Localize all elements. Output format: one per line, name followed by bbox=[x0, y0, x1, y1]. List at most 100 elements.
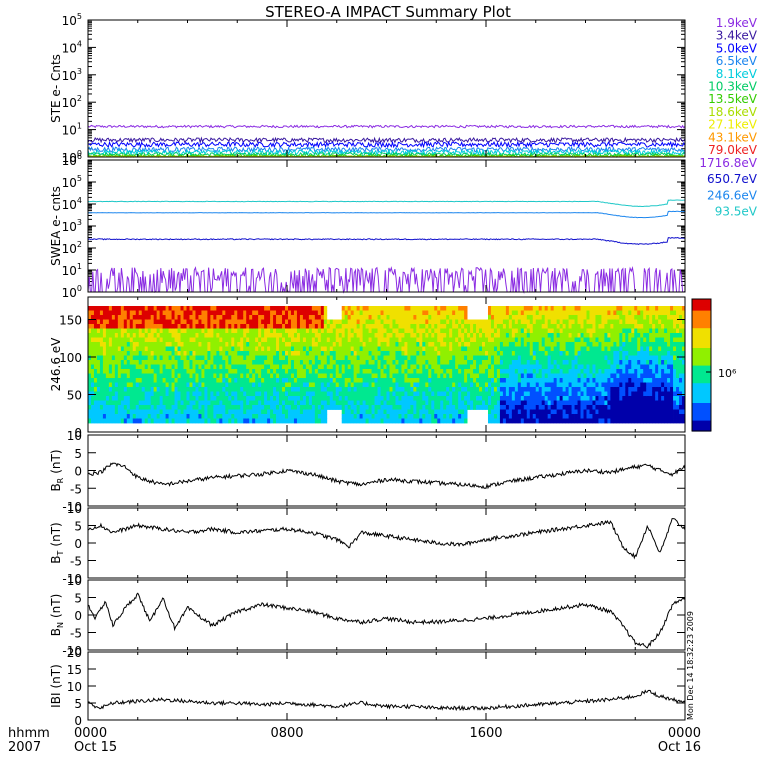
pad-cell bbox=[114, 391, 119, 397]
pad-cell bbox=[258, 382, 262, 388]
pad-cell bbox=[273, 306, 277, 311]
pad-cell bbox=[535, 328, 540, 334]
pad-cell bbox=[622, 414, 626, 419]
pad-cell bbox=[496, 382, 501, 388]
pad-cell bbox=[273, 400, 277, 406]
pad-cell bbox=[514, 391, 519, 397]
pad-cell bbox=[213, 315, 217, 320]
pad-cell bbox=[541, 360, 546, 365]
ste-ytick-base: 10 bbox=[62, 96, 77, 110]
pad-cell bbox=[401, 418, 405, 424]
pad-cell bbox=[547, 337, 552, 343]
pad-cell bbox=[556, 306, 561, 311]
pad-cell bbox=[219, 337, 223, 343]
pad-cell bbox=[335, 342, 340, 347]
swea-series-0 bbox=[87, 265, 686, 294]
pad-cell bbox=[592, 396, 596, 401]
pad-cell bbox=[132, 369, 137, 374]
pad-cell bbox=[604, 369, 608, 374]
pad-cell bbox=[290, 373, 295, 379]
pad-cell bbox=[108, 351, 113, 356]
pad-cell bbox=[329, 342, 334, 347]
pad-cell bbox=[476, 369, 480, 374]
pad-cell bbox=[305, 355, 310, 361]
pad-cell bbox=[544, 418, 549, 424]
pad-cell bbox=[434, 414, 438, 419]
pad-cell bbox=[508, 414, 513, 419]
pad-cell bbox=[171, 315, 175, 320]
pad-cell bbox=[237, 351, 241, 356]
pad-cell bbox=[210, 324, 214, 329]
pad-cell bbox=[625, 373, 629, 379]
pad-cell bbox=[132, 351, 137, 356]
pad-cell bbox=[279, 369, 283, 374]
pad-cell bbox=[96, 405, 101, 410]
pad-cell bbox=[329, 378, 334, 383]
pad-cell bbox=[132, 418, 137, 424]
pad-cell bbox=[228, 342, 232, 347]
pad-cell bbox=[177, 387, 181, 392]
pad-cell bbox=[356, 319, 361, 325]
pad-cell bbox=[431, 333, 435, 338]
pad-cell bbox=[407, 355, 411, 361]
pad-cell bbox=[610, 396, 614, 401]
pad-cell bbox=[377, 364, 381, 370]
pad-cell bbox=[285, 396, 289, 401]
pad-cell bbox=[279, 405, 283, 410]
pad-cell bbox=[210, 378, 214, 383]
pad-cell bbox=[577, 346, 581, 352]
pad-cell bbox=[93, 369, 98, 374]
pad-cell bbox=[413, 409, 417, 415]
pad-cell bbox=[610, 306, 614, 311]
pad-cell bbox=[374, 324, 378, 329]
pad-cell bbox=[455, 364, 459, 370]
pad-cell bbox=[374, 306, 378, 311]
pad-cell bbox=[625, 319, 629, 325]
ste-series-0 bbox=[87, 124, 686, 129]
pad-cell bbox=[255, 342, 259, 347]
pad-cell bbox=[296, 364, 301, 370]
pad-cell bbox=[416, 346, 420, 352]
pad-cell bbox=[102, 351, 107, 356]
pad-cell bbox=[317, 315, 322, 320]
pad-cell bbox=[493, 355, 498, 361]
pad-cell bbox=[302, 315, 307, 320]
pad-cell bbox=[168, 315, 172, 320]
pad-cell bbox=[556, 355, 561, 361]
pad-cell bbox=[192, 382, 196, 388]
pad-cell bbox=[598, 337, 602, 343]
pad-cell bbox=[177, 319, 181, 325]
pad-cell bbox=[496, 405, 501, 410]
pad-cell bbox=[308, 360, 313, 365]
pad-cell bbox=[165, 409, 169, 415]
pad-cell bbox=[473, 319, 477, 325]
pad-cell bbox=[329, 337, 334, 343]
pad-cell bbox=[383, 333, 387, 338]
pad-cell bbox=[446, 310, 450, 316]
pad-cell bbox=[189, 396, 193, 401]
pad-cell bbox=[437, 310, 441, 316]
pad-cell bbox=[496, 328, 501, 334]
pad-cell bbox=[153, 378, 158, 383]
pad-cell bbox=[550, 315, 555, 320]
pad-cell bbox=[344, 369, 349, 374]
pad-cell bbox=[362, 373, 366, 379]
pad-cell bbox=[255, 333, 259, 338]
pad-cell bbox=[607, 360, 611, 365]
pad-cell bbox=[279, 382, 283, 388]
pad-cell bbox=[476, 337, 480, 343]
pad-cell bbox=[320, 319, 325, 325]
pad-cell bbox=[416, 409, 420, 415]
pad-cell bbox=[264, 387, 268, 392]
pad-cell bbox=[419, 373, 423, 379]
pad-cell bbox=[458, 418, 462, 424]
pad-cell bbox=[532, 387, 537, 392]
pad-cell bbox=[553, 396, 558, 401]
pad-cell bbox=[452, 418, 456, 424]
pad-cell bbox=[153, 360, 158, 365]
pad-cell bbox=[344, 378, 349, 383]
pad-cell bbox=[177, 391, 181, 397]
pad-cell bbox=[398, 400, 402, 406]
pad-cell bbox=[231, 346, 235, 352]
pad-cell bbox=[329, 351, 334, 356]
